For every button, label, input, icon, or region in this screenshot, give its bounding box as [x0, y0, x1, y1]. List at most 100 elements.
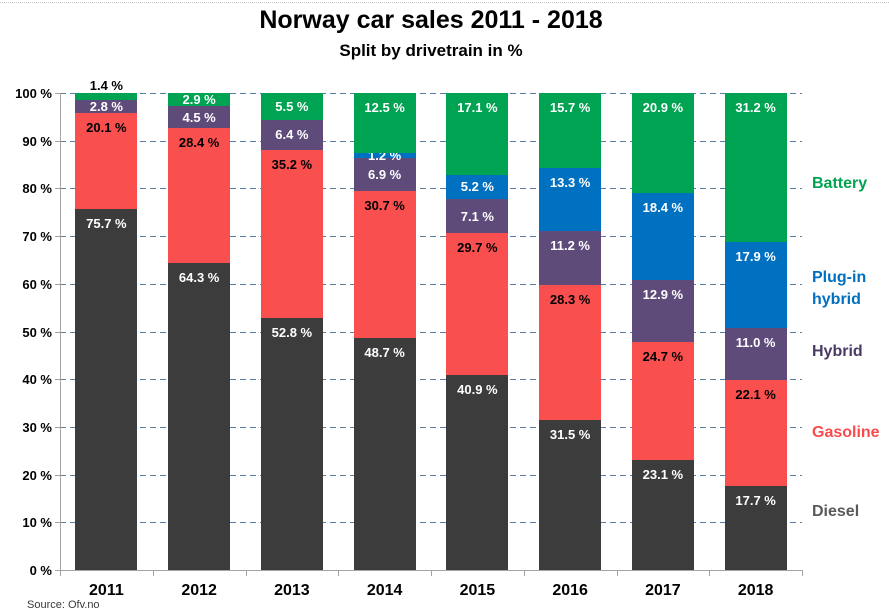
top-border-line — [0, 2, 889, 3]
bar-segment-hybrid-2016: 11.2 % — [539, 231, 602, 285]
bar-segment-label: 28.3 % — [549, 291, 591, 307]
bar-segment-label: 23.1 % — [642, 466, 684, 482]
bar-segment-label: 5.5 % — [275, 99, 309, 115]
bar-segment-label: 30.7 % — [364, 198, 405, 214]
bar-segment-label: 29.7 % — [457, 240, 498, 256]
bar-segment-label: 52.8 % — [271, 325, 313, 341]
legend-item-plug-in-hybrid: Plug-in hybrid — [812, 269, 867, 308]
legend-item-gasoline: Gasoline — [812, 424, 880, 441]
bar-segment-hybrid-2013: 6.4 % — [260, 119, 323, 151]
bar-segment-label: 40.9 % — [457, 381, 498, 397]
x-axis-label: 2018 — [737, 582, 774, 599]
gridline-40 — [60, 379, 802, 381]
bar-segment-plug-in-hybrid-2017: 18.4 % — [631, 192, 694, 281]
y-axis-tick — [55, 474, 60, 476]
bar-segment-label: 11.0 % — [735, 334, 776, 350]
bar-segment-diesel-2015: 40.9 % — [446, 374, 509, 570]
x-axis-label: 2012 — [181, 582, 217, 599]
bar-segment-label: 17.7 % — [735, 492, 776, 508]
bar-segment-gasoline-2013: 35.2 % — [260, 150, 323, 319]
bar-segment-label: 22.1 % — [735, 387, 776, 403]
gridline-50 — [60, 331, 802, 333]
y-axis-label: 100 % — [15, 86, 52, 101]
x-axis-tick — [245, 570, 247, 576]
bar-segment-label: 31.2 % — [735, 100, 776, 116]
y-axis-tick — [55, 140, 60, 142]
y-axis-label: 60 % — [22, 276, 52, 292]
bar-segment-label: 6.9 % — [368, 167, 402, 183]
chart-title: Norway car sales 2011 - 2018 — [259, 6, 603, 34]
bar-segment-battery-2011 — [75, 93, 138, 100]
bar-segment-diesel-2011: 75.7 % — [75, 208, 138, 570]
bar-segment-label: 17.1 % — [457, 100, 498, 115]
gridline-30 — [60, 426, 802, 428]
bar-segment-label: 6.4 % — [275, 127, 309, 143]
bar-segment-label: 2.9 % — [182, 91, 216, 107]
bar-segment-hybrid-2014: 6.9 % — [353, 158, 416, 192]
y-axis-tick — [55, 522, 60, 524]
bar-segment-hybrid-2017: 12.9 % — [631, 280, 694, 342]
bar-segment-label: 35.2 % — [271, 157, 313, 173]
bar-segment-label: 12.5 % — [364, 100, 405, 115]
y-axis-tick — [55, 188, 60, 190]
bar-segment-hybrid-2011: 2.8 % — [75, 98, 138, 114]
bar-segment-gasoline-2016: 28.3 % — [539, 284, 602, 420]
x-axis-label: 2016 — [552, 582, 588, 599]
bar-segment-gasoline-2018: 22.1 % — [724, 380, 787, 486]
gridline-10 — [60, 522, 802, 524]
y-axis-tick — [55, 426, 60, 428]
x-axis-tick — [523, 570, 525, 576]
gridline-60 — [60, 283, 802, 285]
x-axis-tick — [431, 570, 432, 576]
x-axis-label: 2017 — [645, 582, 681, 599]
bar-segment-battery-2013: 5.5 % — [260, 93, 323, 120]
y-axis-line — [60, 93, 61, 571]
bar-segment-label: 64.3 % — [178, 270, 220, 286]
bar-segment-gasoline-2012: 28.4 % — [168, 127, 231, 264]
bar-segment-gasoline-2014: 30.7 % — [353, 191, 416, 338]
bar-segment-label: 4.5 % — [182, 109, 216, 125]
y-axis-label: 50 % — [22, 324, 52, 340]
bar-segment-label: 28.4 % — [178, 134, 220, 150]
y-axis-label: 90 % — [22, 133, 52, 149]
gridline-80 — [60, 188, 802, 190]
bar-segment-label: 31.5 % — [549, 426, 591, 442]
bar-segment-label: 11.2 % — [550, 238, 590, 254]
y-axis-tick — [55, 93, 60, 94]
y-axis-tick — [55, 236, 60, 238]
bar-segment-label: 5.2 % — [460, 179, 494, 195]
bar-segment-label: 13.3 % — [549, 174, 591, 190]
y-axis-tick — [55, 331, 60, 333]
bar-segment-label: 20.1 % — [86, 120, 127, 136]
x-axis-label: 2014 — [366, 582, 403, 599]
bar-segment-diesel-2013: 52.8 % — [260, 318, 323, 570]
bar-segment-label: 7.1 % — [460, 208, 494, 224]
bar-segment-label: 75.7 % — [86, 215, 127, 231]
x-axis-tick — [616, 570, 618, 576]
legend-item-battery: Battery — [812, 175, 868, 192]
bar-segment-battery-2016: 15.7 % — [539, 93, 602, 168]
bar-segment-gasoline-2015: 29.7 % — [446, 233, 509, 375]
bar-segment-diesel-2012: 64.3 % — [168, 263, 231, 570]
bar-segment-diesel-2017: 23.1 % — [631, 459, 694, 570]
x-axis-tick — [802, 570, 803, 576]
x-axis-label: 2013 — [274, 582, 310, 599]
x-axis-label: 2015 — [459, 582, 496, 599]
y-axis-label: 70 % — [22, 229, 52, 245]
y-axis-label: 10 % — [22, 515, 52, 531]
bar-segment-diesel-2018: 17.7 % — [724, 485, 787, 570]
y-axis-label: 40 % — [22, 372, 52, 388]
x-axis-tick — [152, 570, 154, 576]
legend-item-diesel: Diesel — [812, 503, 860, 520]
bar-segment-label: 2.8 % — [89, 98, 123, 114]
y-axis-label: 30 % — [22, 419, 52, 435]
x-axis-tick — [709, 570, 711, 576]
gridline-90 — [60, 140, 802, 142]
gridline-100 — [60, 93, 802, 94]
bar-segment-battery-2017: 20.9 % — [631, 93, 694, 193]
bar-segment-battery-2015: 17.1 % — [446, 93, 509, 175]
bar-segment-plug-in-hybrid-2014: 1.2 % — [353, 149, 416, 162]
bar-segment-label: 15.7 % — [549, 100, 591, 115]
bar-segment-battery-2014: 12.5 % — [353, 93, 416, 153]
